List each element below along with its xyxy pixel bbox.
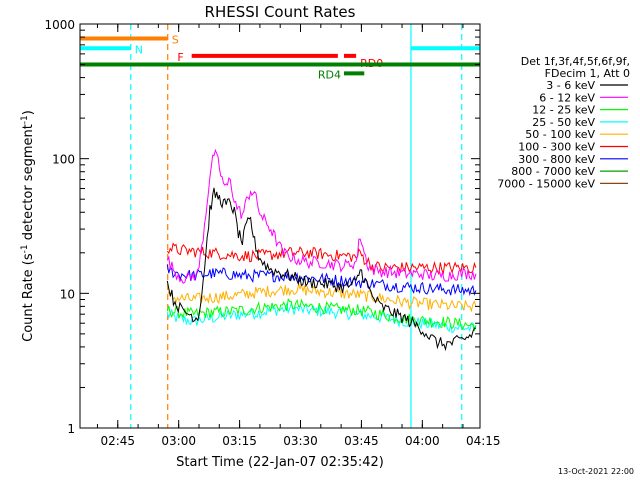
x-axis: 02:45 03:00 03:15 03:30 03:45 04:00 04:15 bbox=[96, 24, 501, 448]
chart-title: RHESSI Count Rates bbox=[205, 3, 356, 21]
y-tick-label: 1 bbox=[67, 422, 75, 436]
y-tick-label: 1000 bbox=[44, 18, 75, 32]
x-tick-label: 02:45 bbox=[100, 434, 135, 448]
legend-label-7: 800 - 7000 keV bbox=[511, 165, 595, 178]
annotation-label-2: F bbox=[177, 51, 183, 64]
legend-header-line-2: FDecim 1, Att 0 bbox=[545, 67, 630, 80]
legend-label-3: 25 - 50 keV bbox=[532, 116, 595, 129]
y-tick-label: 100 bbox=[52, 153, 75, 167]
series-line-1 bbox=[166, 148, 477, 284]
series-layer bbox=[166, 148, 477, 352]
series-line-4 bbox=[166, 283, 477, 313]
x-tick-label: 03:15 bbox=[222, 434, 257, 448]
legend-header-line-1: Det 1f,3f,4f,5f,6f,9f, bbox=[521, 55, 630, 68]
annotation-label-5: RD4 bbox=[318, 68, 341, 81]
plot-frame bbox=[79, 23, 481, 429]
legend-label-8: 7000 - 15000 keV bbox=[497, 177, 595, 190]
y-axis: 1 10 100 1000 bbox=[44, 18, 480, 436]
legend-label-6: 300 - 800 keV bbox=[518, 153, 595, 166]
series-line-0 bbox=[166, 187, 476, 352]
legend-label-4: 50 - 100 keV bbox=[525, 128, 595, 141]
annotation-layer: SNFRD0RD4 bbox=[80, 24, 480, 428]
series-line-2 bbox=[166, 297, 477, 332]
legend-label-1: 6 - 12 keV bbox=[539, 91, 595, 104]
legend: Det 1f,3f,4f,5f,6f,9f, FDecim 1, Att 0 3… bbox=[497, 55, 630, 190]
series-line-6 bbox=[166, 264, 477, 297]
y-tick-label: 10 bbox=[60, 287, 75, 301]
y-axis-label: Count Rate (s-1 detector segment-1) bbox=[20, 110, 36, 342]
x-tick-label: 03:00 bbox=[161, 434, 196, 448]
legend-label-5: 100 - 300 keV bbox=[518, 141, 595, 154]
series-line-3 bbox=[166, 302, 477, 334]
x-tick-label: 03:45 bbox=[344, 434, 379, 448]
x-tick-label: 04:00 bbox=[405, 434, 440, 448]
x-tick-label: 03:30 bbox=[283, 434, 318, 448]
legend-label-2: 12 - 25 keV bbox=[532, 104, 595, 117]
annotation-label-1: N bbox=[135, 43, 143, 56]
x-axis-label: Start Time (22-Jan-07 02:35:42) bbox=[176, 455, 384, 470]
legend-label-0: 3 - 6 keV bbox=[546, 79, 595, 92]
annotation-label-0: S bbox=[172, 34, 179, 47]
series-line-5 bbox=[166, 242, 477, 276]
footer-timestamp: 13-Oct-2021 22:00 bbox=[558, 467, 634, 476]
x-tick-label: 04:15 bbox=[466, 434, 501, 448]
